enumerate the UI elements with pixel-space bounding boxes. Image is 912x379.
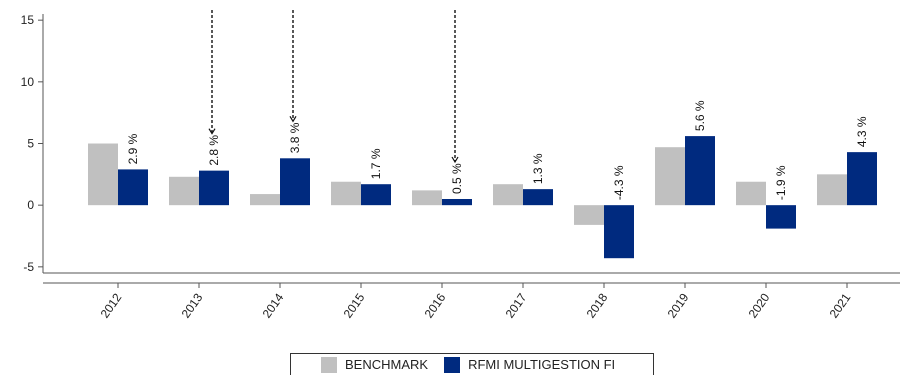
bar-benchmark-2014 [250, 194, 280, 206]
y-tick-label: 10 [21, 75, 35, 89]
bar-fund-2021 [847, 152, 877, 206]
x-tick-label-2012: 2012 [98, 290, 125, 320]
x-tick-label-2016: 2016 [422, 290, 449, 320]
bar-benchmark-2021 [817, 174, 847, 206]
data-label-2020: -1.9 % [774, 165, 788, 200]
data-label-2012: 2.9 % [126, 133, 140, 164]
dashed-marker-head-2014 [289, 115, 297, 123]
bar-fund-2012 [118, 169, 148, 206]
x-tick-label-2021: 2021 [827, 290, 854, 320]
x-tick-label-2018: 2018 [584, 290, 611, 320]
bar-fund-2019 [685, 136, 715, 206]
legend-label-fund: RFMI MULTIGESTION FI [468, 357, 616, 372]
dashed-marker-head-2016 [451, 156, 459, 164]
bar-fund-2014 [280, 158, 310, 206]
bar-benchmark-2015 [331, 181, 361, 206]
legend-label-benchmark: BENCHMARK [345, 357, 429, 372]
chart-axes [42, 14, 900, 284]
bar-benchmark-2016 [412, 190, 442, 206]
dashed-markers [208, 10, 459, 164]
bar-benchmark-2013 [169, 176, 199, 206]
x-tick-label-2017: 2017 [503, 290, 530, 320]
x-tick-label-2013: 2013 [179, 290, 206, 320]
legend: BENCHMARK RFMI MULTIGESTION FI [290, 353, 654, 375]
bar-fund-2020 [766, 205, 796, 229]
y-tick-label: -5 [23, 260, 34, 274]
legend-item-benchmark: BENCHMARK [321, 356, 429, 373]
x-tick-label-2019: 2019 [665, 290, 692, 320]
data-label-2019: 5.6 % [693, 100, 707, 131]
dashed-marker-head-2013 [208, 128, 216, 135]
bar-fund-2015 [361, 184, 391, 206]
bar-fund-2013 [199, 170, 229, 206]
bar-benchmark-2018 [574, 205, 604, 225]
bar-benchmark-2012 [88, 143, 118, 206]
y-tick-label: 15 [21, 13, 35, 27]
data-label-2018: -4.3 % [612, 165, 626, 200]
legend-item-fund: RFMI MULTIGESTION FI [444, 356, 616, 373]
data-label-2016: 0.5 % [450, 163, 464, 194]
bar-benchmark-2019 [655, 147, 685, 206]
bar-fund-2016 [442, 199, 472, 206]
data-label-2013: 2.8 % [207, 135, 221, 166]
bar-fund-2018 [604, 205, 634, 259]
data-label-2021: 4.3 % [855, 116, 869, 147]
legend-swatch-fund [444, 356, 461, 373]
x-tick-label-2014: 2014 [260, 290, 287, 320]
y-tick-label: 5 [27, 137, 34, 151]
data-label-2017: 1.3 % [531, 153, 545, 184]
legend-swatch-benchmark [321, 356, 337, 373]
y-axis-ticks: -5 0 5 10 15 [21, 13, 43, 274]
x-tick-label-2020: 2020 [746, 290, 773, 320]
bar-fund-2017 [523, 189, 553, 206]
data-label-2014: 3.8 % [288, 122, 302, 153]
data-labels: 2.9 % 2.8 % 3.8 % 1.7 % 0.5 % 1.3 % -4.3 % 5.6 … [126, 100, 869, 200]
data-label-2015: 1.7 % [369, 148, 383, 179]
x-axis-ticks: 2012 2013 2014 2015 2016 2017 2018 2019 2020 2021 [98, 283, 854, 321]
bar-benchmark-2017 [493, 184, 523, 206]
bar-benchmark-2020 [736, 181, 766, 206]
chart-bars [88, 136, 877, 259]
x-tick-label-2015: 2015 [341, 290, 368, 320]
y-tick-label: 0 [27, 198, 34, 212]
